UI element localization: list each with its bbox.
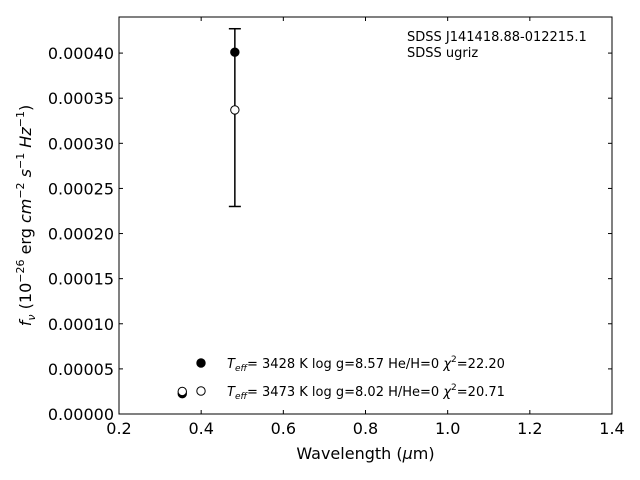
survey-name: SDSS ugriz bbox=[407, 46, 478, 61]
point-s1-0 bbox=[177, 386, 187, 397]
x-tick-label-1: 0.4 bbox=[188, 419, 213, 438]
y-tick-label-2: 0.00010 bbox=[48, 315, 114, 334]
point-s1-1 bbox=[230, 105, 240, 115]
y-tick-label-0: 0.00000 bbox=[48, 405, 114, 424]
y-tick-label-7: 0.00035 bbox=[48, 89, 114, 108]
y-tick-label-6: 0.00030 bbox=[48, 134, 114, 153]
x-axis-label: Wavelength (μm) bbox=[296, 444, 434, 463]
legend: Teff= 3428 K log g=8.57 He/H=0 χ2=22.20 … bbox=[196, 355, 505, 402]
y-axis-label: fν (10−26 erg cm−2 s−1 Hz−1) bbox=[14, 105, 38, 326]
legend-entry-1: Teff= 3428 K log g=8.57 He/H=0 χ2=22.20 bbox=[227, 355, 505, 374]
x-tick-label-4: 1.0 bbox=[435, 419, 460, 438]
axis-ticks: 0.2 0.4 0.6 0.8 1.0 1.2 1.4 0.00000 0.00005 0.000… bbox=[48, 17, 625, 438]
x-tick-label-3: 0.8 bbox=[353, 419, 378, 438]
y-tick-label-8: 0.00040 bbox=[48, 44, 114, 63]
x-tick-label-0: 0.2 bbox=[106, 419, 131, 438]
y-tick-label-3: 0.00015 bbox=[48, 270, 114, 289]
x-tick-label-5: 1.2 bbox=[517, 419, 542, 438]
x-tick-label-2: 0.6 bbox=[271, 419, 296, 438]
y-tick-label-1: 0.00005 bbox=[48, 360, 114, 379]
legend-marker-open bbox=[196, 386, 206, 396]
x-tick-label-6: 1.4 bbox=[599, 419, 624, 438]
y-tick-label-5: 0.00025 bbox=[48, 179, 114, 198]
point-s0-1 bbox=[230, 47, 240, 57]
error-bars bbox=[228, 27, 241, 208]
y-tick-label-4: 0.00020 bbox=[48, 225, 114, 244]
plot-frame bbox=[118, 16, 613, 415]
legend-entry-2: Teff= 3473 K log g=8.02 H/He=0 χ2=20.71 bbox=[227, 383, 505, 402]
object-name: SDSS J141418.88-012215.1 bbox=[407, 30, 587, 45]
data-points bbox=[177, 47, 240, 399]
legend-marker-filled bbox=[196, 358, 206, 368]
